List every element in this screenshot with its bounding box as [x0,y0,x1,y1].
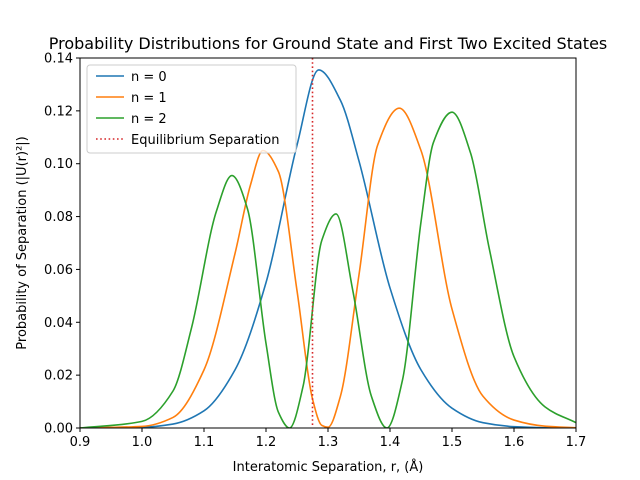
legend-box [86,64,297,154]
series-line-n2 [80,111,576,428]
chart-title: Probability Distributions for Ground Sta… [49,34,608,53]
y-tick-label: 0.02 [44,369,73,384]
legend-label-equilibrium: Equilibrium Separation [131,133,279,148]
x-tick-label: 1.4 [380,435,401,450]
x-tick-label: 1.7 [566,435,587,450]
y-axis-ticks: 0.00 0.02 0.04 0.06 0.08 0.10 0.12 0.14 [44,52,80,437]
y-tick-label: 0.12 [44,104,73,119]
series-line-n1 [80,107,576,428]
y-tick-label: 0.08 [44,210,73,225]
y-tick-label: 0.14 [44,52,73,67]
x-tick-label: 1.5 [442,435,463,450]
y-tick-label: 0.00 [44,422,73,437]
plot-frame [79,57,577,429]
plot-lines [80,58,576,428]
series-line-n0 [80,69,576,428]
x-tick-label: 1.0 [132,435,153,450]
legend-label-n0: n = 0 [131,70,167,85]
x-axis-label: Interatomic Separation, r, (Å) [233,459,424,475]
legend: n = 0 n = 1 n = 2 Equilibrium Separation [86,64,297,154]
y-axis-label: Probability of Separation (|U(r)²|) [15,136,30,349]
y-tick-label: 0.06 [44,263,73,278]
y-tick-label: 0.04 [44,316,73,331]
legend-label-n1: n = 1 [131,91,167,106]
legend-label-n2: n = 2 [131,112,167,127]
x-tick-label: 1.3 [318,435,339,450]
x-axis-ticks: 0.9 1.0 1.1 1.2 1.3 1.4 1.5 1.6 1.7 [70,428,587,450]
x-tick-label: 1.2 [256,435,277,450]
x-tick-label: 1.6 [504,435,525,450]
x-tick-label: 1.1 [194,435,215,450]
x-tick-label: 0.9 [70,435,91,450]
y-tick-label: 0.10 [44,157,73,172]
